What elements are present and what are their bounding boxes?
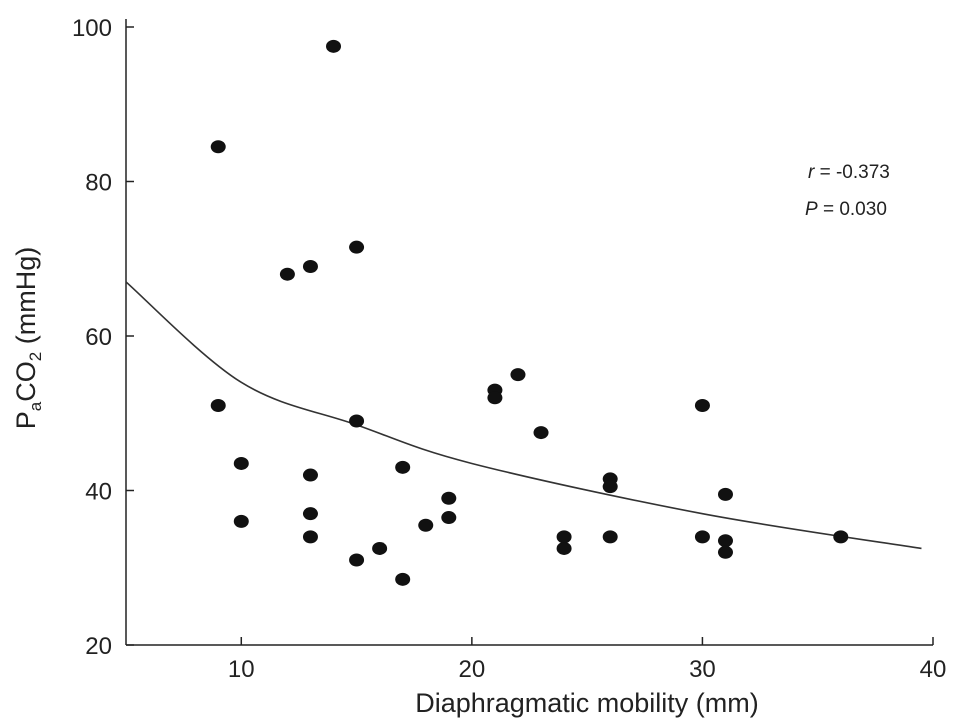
- data-point: [326, 39, 342, 53]
- data-point: [418, 518, 434, 532]
- correlation-value: = -0.373: [814, 162, 890, 183]
- points-layer: [210, 39, 849, 586]
- data-point: [556, 541, 572, 555]
- data-point: [717, 487, 733, 501]
- ticks-layer: 10 20 30 40 20 40 60 80 100: [72, 15, 946, 683]
- data-point: [349, 414, 365, 428]
- data-point: [717, 534, 733, 548]
- data-point: [302, 507, 318, 521]
- y-axis-title: PaCO2 (mmHg): [11, 247, 45, 429]
- data-point: [533, 426, 549, 440]
- correlation-symbol: r: [808, 162, 815, 183]
- data-point: [833, 530, 849, 544]
- x-tick-label: 30: [689, 656, 716, 683]
- data-point: [349, 553, 365, 567]
- y-axis-title-mid: CO: [11, 361, 41, 402]
- data-point: [279, 267, 295, 281]
- y-axis-title-sub2: 2: [26, 352, 45, 361]
- data-point: [487, 391, 503, 405]
- data-point: [602, 480, 618, 494]
- data-point: [302, 530, 318, 544]
- data-point: [694, 530, 710, 544]
- y-tick-label: 40: [85, 479, 112, 506]
- trend-curve: [125, 281, 922, 550]
- data-point: [349, 240, 365, 254]
- axes: [125, 19, 933, 646]
- p-value-symbol: P: [805, 199, 818, 220]
- data-point: [441, 511, 457, 525]
- data-point: [602, 530, 618, 544]
- data-point: [510, 368, 526, 382]
- correlation-annotation: r = -0.373: [808, 162, 890, 183]
- y-axis-title-sub1: a: [26, 401, 45, 411]
- data-point: [441, 491, 457, 505]
- y-tick-label: 60: [85, 324, 112, 351]
- x-tick-label: 10: [228, 656, 255, 683]
- data-point: [302, 468, 318, 482]
- x-axis-title: Diaphragmatic mobility (mm): [415, 688, 759, 718]
- data-point: [210, 140, 226, 154]
- p-value-value: = 0.030: [818, 199, 887, 220]
- y-tick-label: 20: [85, 633, 112, 660]
- p-value-annotation: P = 0.030: [805, 199, 887, 220]
- data-point: [210, 399, 226, 413]
- data-point: [372, 541, 388, 555]
- data-point: [395, 460, 411, 474]
- data-point: [694, 399, 710, 413]
- data-point: [233, 514, 249, 528]
- data-point: [302, 259, 318, 273]
- y-tick-label: 80: [85, 170, 112, 197]
- data-point: [233, 456, 249, 470]
- y-axis-title-suffix: (mmHg): [11, 247, 41, 352]
- x-tick-label: 40: [920, 656, 947, 683]
- data-point: [717, 545, 733, 559]
- data-point: [556, 530, 572, 544]
- trend-layer: [125, 281, 922, 550]
- x-tick-label: 20: [459, 656, 486, 683]
- y-axis-title-prefix: P: [11, 411, 41, 429]
- data-point: [395, 572, 411, 586]
- y-tick-label: 100: [72, 15, 112, 42]
